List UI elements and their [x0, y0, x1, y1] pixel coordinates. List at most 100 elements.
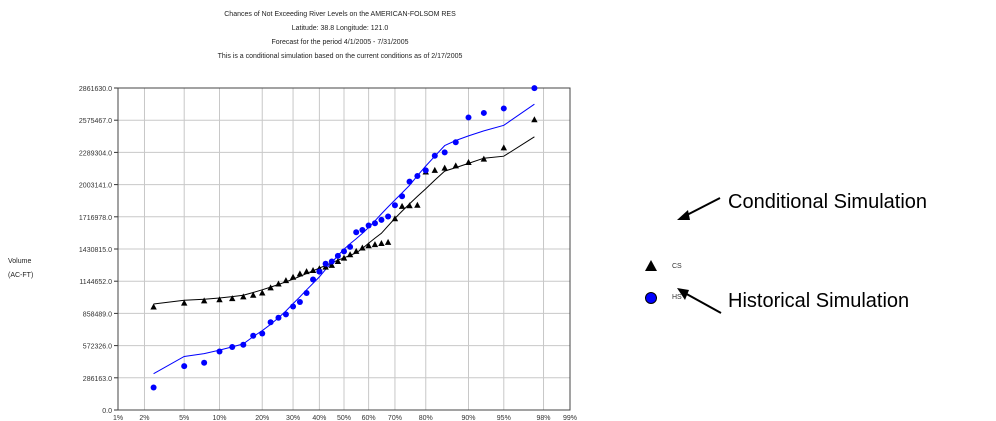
point-cs — [328, 261, 335, 268]
x-tick-label: 50% — [337, 415, 351, 421]
point-hs — [353, 229, 360, 236]
legend-hs-marker — [645, 292, 657, 304]
point-hs — [431, 152, 438, 159]
point-cs — [296, 270, 304, 277]
y-tick-label: 2575467.0 — [79, 118, 112, 125]
chart-subtitle: This is a conditional simulation based o… — [217, 53, 463, 60]
point-cs — [359, 244, 366, 251]
point-cs — [371, 241, 379, 248]
point-cs — [229, 295, 236, 302]
point-cs — [406, 202, 413, 209]
annotation-conditional-simulation: Conditional Simulation — [728, 191, 928, 213]
point-cs — [259, 289, 266, 296]
point-cs — [150, 303, 157, 310]
point-hs — [267, 319, 274, 326]
point-hs — [334, 252, 341, 259]
legend-cs-label: CS — [672, 263, 682, 270]
point-hs — [181, 363, 188, 370]
point-hs — [359, 226, 366, 233]
historical-arrow-line — [682, 291, 722, 314]
x-tick-label: 1% — [113, 415, 123, 421]
legend-hs-label: HS — [672, 294, 682, 301]
chart-location: Latitude: 38.8 Longitude: 121.0 — [291, 25, 389, 32]
x-tick-label: 60% — [362, 415, 376, 421]
x-tick-label: 2% — [139, 415, 149, 421]
point-cs — [441, 164, 448, 171]
historical-arrow-head — [677, 288, 689, 300]
x-tick-label: 40% — [312, 415, 326, 421]
point-hs — [452, 139, 459, 146]
point-cs — [384, 238, 392, 245]
point-cs — [398, 202, 406, 209]
x-tick-label: 10% — [212, 415, 226, 421]
point-cs — [365, 242, 372, 249]
point-hs — [229, 343, 236, 350]
x-tick-label: 20% — [255, 415, 269, 421]
x-tick-label: 99% — [563, 415, 577, 421]
conditional-arrow-line — [682, 197, 721, 218]
point-cs — [275, 280, 282, 287]
point-cs — [465, 158, 472, 165]
point-cs — [303, 268, 310, 275]
y-tick-label: 286163.0 — [83, 376, 112, 383]
point-cs — [414, 201, 421, 208]
point-hs — [240, 341, 247, 348]
point-hs — [282, 311, 289, 318]
point-cs — [216, 296, 223, 303]
point-hs — [275, 314, 282, 321]
point-hs — [310, 276, 317, 283]
y-axis-label-line2: (AC-FT) — [8, 272, 34, 279]
point-hs — [378, 216, 385, 223]
point-cs — [500, 144, 507, 151]
point-hs — [250, 332, 257, 339]
point-cs — [250, 291, 257, 298]
point-hs — [296, 298, 303, 305]
point-hs — [303, 289, 310, 296]
point-hs — [150, 384, 157, 391]
legend-cs-marker — [645, 260, 657, 271]
point-hs — [371, 220, 378, 227]
x-tick-label: 90% — [461, 415, 475, 421]
point-hs — [480, 109, 487, 116]
x-tick-label: 80% — [419, 415, 433, 421]
point-cs — [267, 284, 274, 291]
point-hs — [316, 268, 323, 275]
point-cs — [200, 297, 208, 304]
point-hs — [406, 178, 413, 185]
point-cs — [353, 247, 360, 254]
point-hs — [365, 222, 372, 229]
y-tick-label: 2003141.0 — [79, 183, 112, 190]
point-hs — [259, 330, 266, 337]
x-tick-label: 30% — [286, 415, 300, 421]
point-cs — [452, 162, 459, 169]
point-hs — [414, 172, 421, 179]
y-tick-label: 572326.0 — [83, 344, 112, 351]
point-cs — [378, 239, 385, 246]
chart-period: Forecast for the period 4/1/2005 - 7/31/… — [271, 39, 409, 46]
plot-frame — [117, 87, 571, 411]
y-tick-label: 858489.0 — [83, 311, 112, 318]
point-hs — [341, 248, 347, 255]
x-tick-label: 95% — [497, 415, 511, 421]
point-hs — [385, 213, 392, 220]
chart-title: Chances of Not Exceeding River Levels on… — [224, 11, 456, 18]
y-tick-label: 2861630.0 — [79, 86, 112, 93]
point-cs — [531, 116, 538, 123]
y-tick-label: 1430815.0 — [79, 247, 112, 254]
x-tick-label: 70% — [388, 415, 402, 421]
x-tick-label: 5% — [179, 415, 189, 421]
y-axis-label-line1: Volume — [8, 258, 32, 265]
point-hs — [531, 85, 538, 92]
point-cs — [289, 273, 297, 280]
y-tick-label: 1144652.0 — [79, 279, 112, 286]
point-hs — [328, 258, 335, 265]
point-cs — [334, 257, 342, 264]
annotation-historical-simulation: Historical Simulation — [728, 290, 910, 312]
x-tick-label: 98% — [537, 415, 551, 421]
point-cs — [431, 166, 438, 173]
point-cs — [240, 293, 247, 300]
conditional-arrow-head — [677, 210, 690, 220]
point-hs — [391, 202, 398, 209]
y-tick-label: 1716978.0 — [79, 215, 112, 222]
